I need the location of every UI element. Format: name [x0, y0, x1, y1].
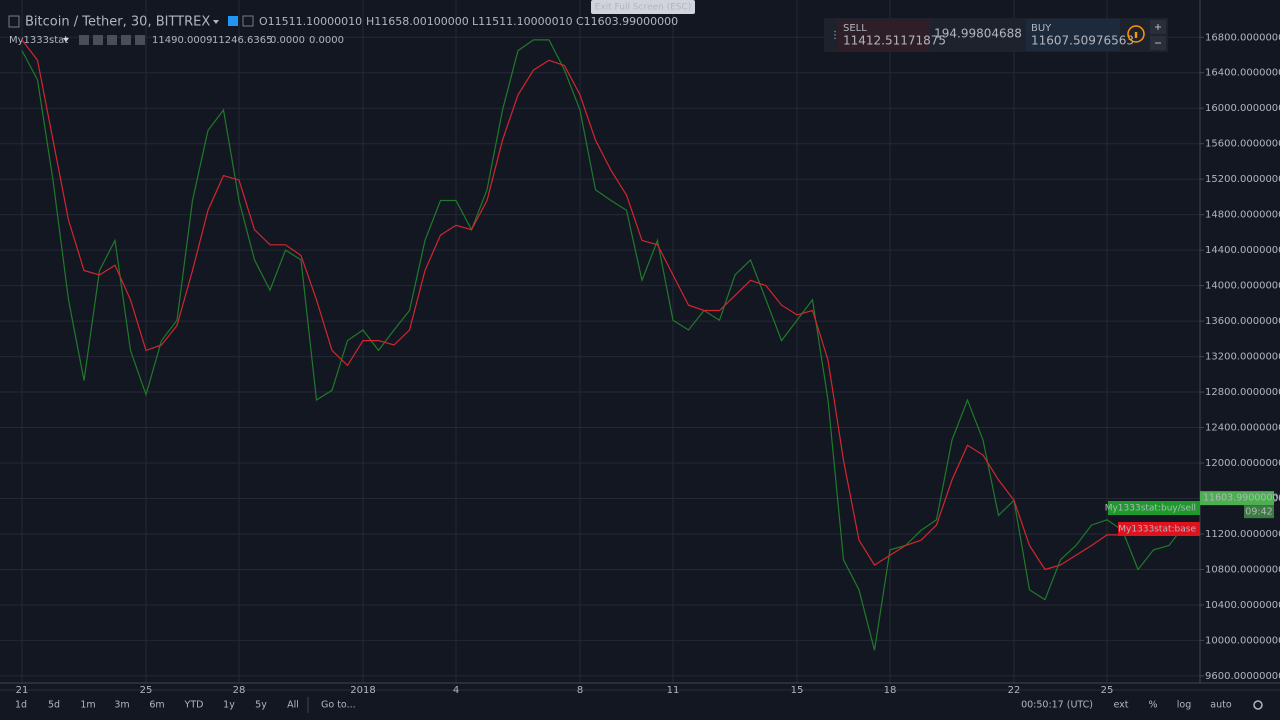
- x-tick-label: 25: [1101, 685, 1114, 696]
- dropdown-icon[interactable]: [213, 20, 219, 24]
- y-tick-label: 14400.00000000: [1205, 245, 1280, 256]
- sell-label: SELL: [843, 23, 867, 34]
- y-tick-label: 13600.00000000: [1205, 316, 1280, 327]
- buy-button[interactable]: [1026, 19, 1120, 51]
- info-icon[interactable]: [1127, 25, 1145, 43]
- series-label-box: [1118, 522, 1200, 536]
- y-tick-label: 16400.00000000: [1205, 68, 1280, 79]
- sell-price: 11412.51171875: [843, 34, 946, 48]
- series-line: [21, 39, 1185, 651]
- x-tick-label: 22: [1008, 685, 1021, 696]
- info-icon-bar: [1134, 32, 1138, 38]
- buy-label: BUY: [1031, 23, 1052, 34]
- indicator-value: 0.0000: [270, 35, 305, 46]
- indicator-name: My1333stat: [9, 35, 68, 46]
- y-tick-label: 13200.00000000: [1205, 352, 1280, 363]
- icon[interactable]: [242, 15, 254, 27]
- indicator-value: 11490.0009: [152, 35, 212, 46]
- buy-price: 11607.50976563: [1031, 34, 1134, 48]
- x-tick-label: 28: [233, 685, 246, 696]
- x-tick-label: 4: [453, 685, 459, 696]
- last-price-label: 11603.99000000: [1203, 493, 1280, 504]
- ohlc-close: C11603.99000000: [576, 15, 678, 28]
- countdown: 09:42: [1245, 507, 1272, 518]
- range-button[interactable]: 5d: [48, 700, 60, 711]
- series-label-box: [1108, 501, 1200, 515]
- range-button[interactable]: YTD: [184, 700, 204, 711]
- y-tick-label: 10400.00000000: [1205, 600, 1280, 611]
- option-button[interactable]: log: [1177, 700, 1191, 711]
- y-tick-label: 14800.00000000: [1205, 210, 1280, 221]
- range-button[interactable]: 1y: [223, 700, 235, 711]
- last-price-box: [1200, 491, 1274, 506]
- x-tick-label: 18: [884, 685, 897, 696]
- y-tick-label: 12400.00000000: [1205, 423, 1280, 434]
- ohlc-low: L11511.10000010: [472, 15, 573, 28]
- series-line: [21, 39, 1185, 571]
- goto-button[interactable]: Go to...: [321, 700, 356, 711]
- icon[interactable]: [228, 16, 238, 26]
- x-tick-label: 21: [16, 685, 29, 696]
- indicator-value: 0.0000: [309, 35, 344, 46]
- x-tick-label: 11: [667, 685, 680, 696]
- range-button[interactable]: 3m: [114, 700, 129, 711]
- y-tick-label: 15200.00000000: [1205, 174, 1280, 185]
- option-button[interactable]: %: [1148, 700, 1157, 711]
- exit-button[interactable]: [591, 0, 695, 14]
- indicator-icons: [79, 35, 145, 45]
- series-label: My1333stat:buy/sell: [1105, 504, 1196, 514]
- drag-handle: ⋮: [830, 30, 840, 41]
- exit-button-label: Exit Full Screen (ESC): [595, 3, 692, 13]
- zoom-icons: [1155, 24, 1161, 44]
- x-tick-label: 15: [791, 685, 804, 696]
- countdown-box: [1244, 505, 1274, 519]
- y-tick-label: 12000.00000000: [1205, 458, 1280, 469]
- y-tick-label: 14000.00000000: [1205, 281, 1280, 292]
- y-tick-label: 12800.00000000: [1205, 387, 1280, 398]
- y-tick-label: 11200.00000000: [1205, 529, 1280, 540]
- range-button[interactable]: 1m: [80, 700, 95, 711]
- dropdown-icon[interactable]: [63, 38, 69, 42]
- y-tick-label: 16800.00000000: [1205, 32, 1280, 43]
- series-label: My1333stat:base: [1118, 525, 1196, 535]
- y-tick-label: 10800.00000000: [1205, 564, 1280, 575]
- settings-icon[interactable]: [1253, 700, 1263, 710]
- spread: 194.99804688: [934, 27, 1022, 41]
- range-button[interactable]: 1d: [15, 700, 27, 711]
- symbol: Bitcoin / Tether, 30, BITTREX: [25, 15, 210, 30]
- x-tick-label: 2018: [350, 685, 375, 696]
- range-button[interactable]: 5y: [255, 700, 267, 711]
- clock: 00:50:17 (UTC): [1021, 700, 1093, 711]
- y-tick-label: 16000.00000000: [1205, 103, 1280, 114]
- sell-button[interactable]: [838, 19, 930, 51]
- y-tick-label: 15600.00000000: [1205, 139, 1280, 150]
- option-button[interactable]: auto: [1210, 700, 1232, 711]
- y-tick-label: 9600.00000000: [1205, 671, 1280, 682]
- x-tick-label: 8: [577, 685, 583, 696]
- indicator-value: 11246.6365: [212, 35, 272, 46]
- y-tick-label: 10000.00000000: [1205, 635, 1280, 646]
- option-button[interactable]: ext: [1113, 700, 1128, 711]
- x-tick-label: 25: [140, 685, 153, 696]
- ohlc-high: H11658.00100000: [366, 15, 469, 28]
- collapse-icon[interactable]: [8, 15, 20, 28]
- ohlc-open: O11511.10000010: [259, 15, 362, 28]
- range-button[interactable]: 6m: [149, 700, 164, 711]
- range-button[interactable]: All: [287, 700, 299, 711]
